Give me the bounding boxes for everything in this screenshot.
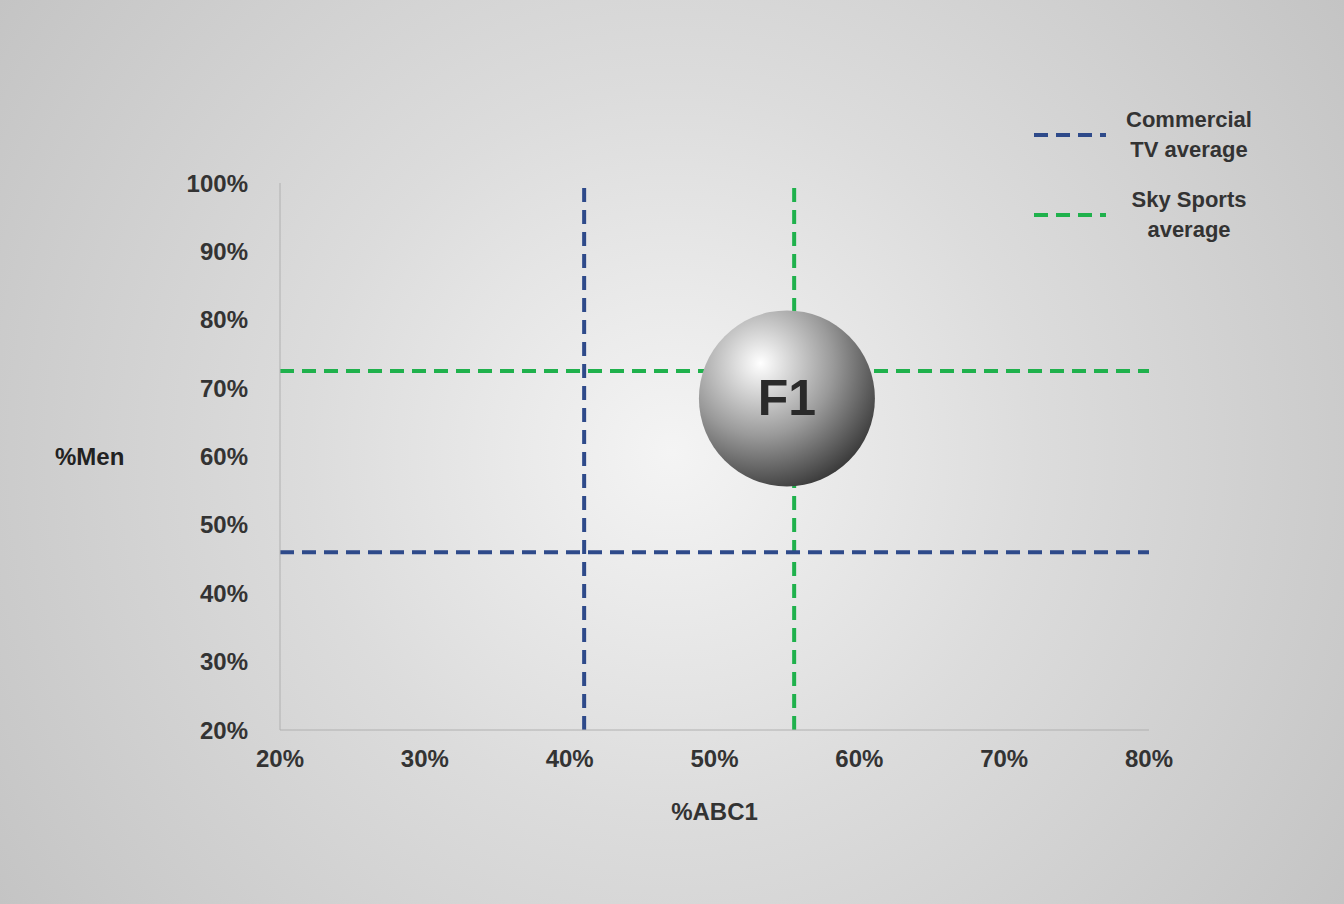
svg-text:20%: 20%: [200, 717, 248, 744]
svg-text:70%: 70%: [980, 745, 1028, 772]
svg-text:50%: 50%: [200, 511, 248, 538]
svg-text:40%: 40%: [546, 745, 594, 772]
svg-text:60%: 60%: [200, 443, 248, 470]
svg-text:50%: 50%: [690, 745, 738, 772]
svg-text:F1: F1: [758, 370, 816, 426]
svg-text:80%: 80%: [200, 306, 248, 333]
svg-text:30%: 30%: [200, 648, 248, 675]
svg-text:100%: 100%: [187, 170, 248, 197]
svg-text:%Men: %Men: [55, 443, 124, 470]
svg-text:%ABC1: %ABC1: [671, 798, 758, 825]
html-text:Sky Sports average: Sky Sports average: [1131, 187, 1247, 242]
svg-text:80%: 80%: [1125, 745, 1173, 772]
svg-text:70%: 70%: [200, 375, 248, 402]
svg-text:60%: 60%: [835, 745, 883, 772]
svg-text:40%: 40%: [200, 580, 248, 607]
html-text:Commercial TV average: Commercial TV average: [1126, 107, 1252, 162]
svg-text:20%: 20%: [256, 745, 304, 772]
svg-text:90%: 90%: [200, 238, 248, 265]
svg-text:30%: 30%: [401, 745, 449, 772]
